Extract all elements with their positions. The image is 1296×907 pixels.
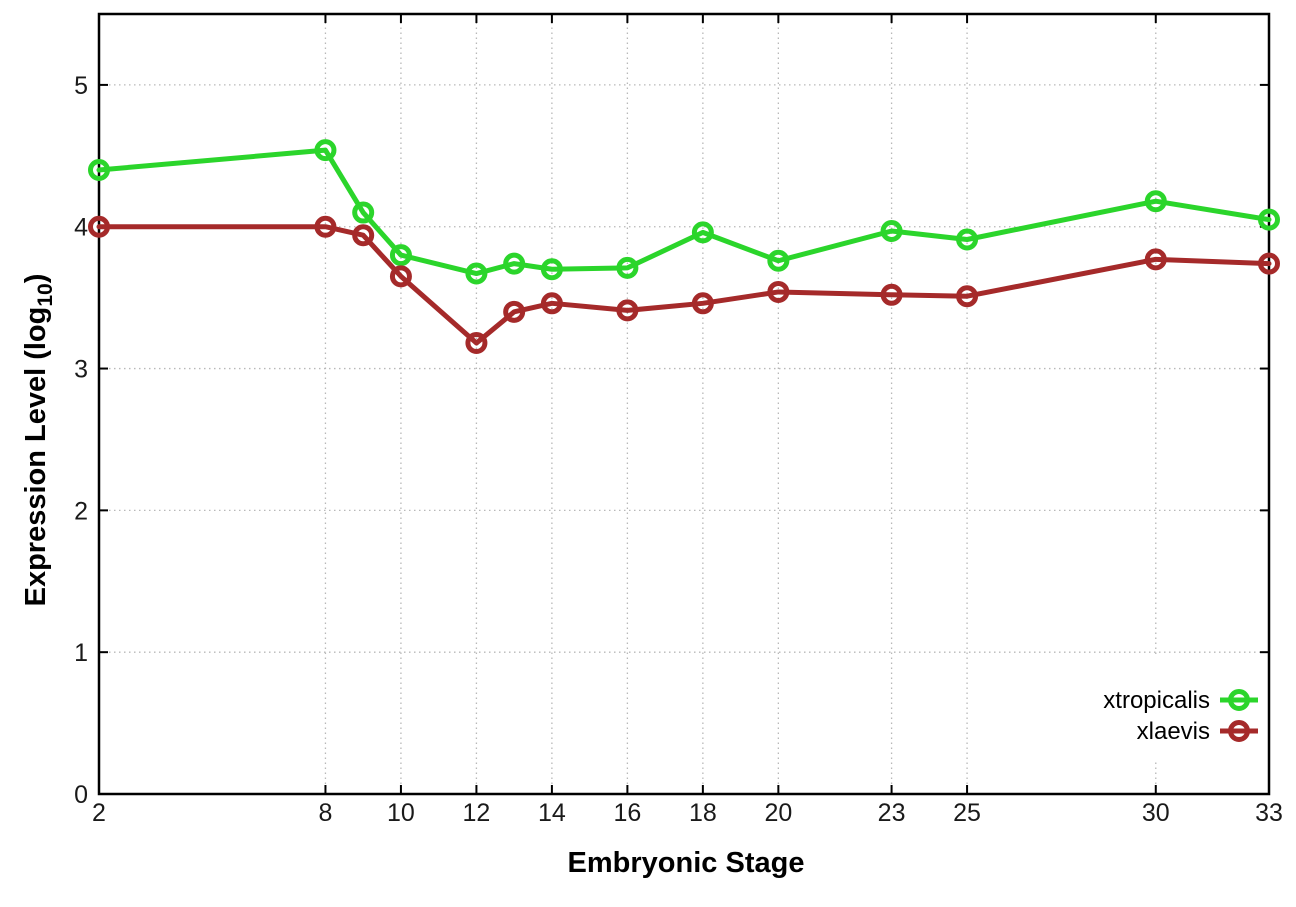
x-tick-label-18: 18 (689, 799, 717, 827)
plot-border (97, 12, 1271, 796)
x-tick-label-23: 23 (878, 799, 906, 827)
legend-label-xlaevis: xlaevis (1137, 718, 1210, 745)
x-tick-label-2: 2 (92, 799, 106, 827)
data-point-xlaevis-14 (540, 292, 563, 315)
x-tick-label-10: 10 (387, 799, 415, 827)
data-point-xlaevis-18 (691, 292, 714, 315)
y-axis-title-end: ) (20, 274, 52, 284)
data-point-xlaevis-9 (352, 224, 375, 247)
data-point-xlaevis-20 (767, 280, 790, 303)
x-tick-label-16: 16 (613, 799, 641, 827)
legend-marker-xtropicalis (1228, 689, 1250, 711)
x-tick-label-30: 30 (1142, 799, 1170, 827)
y-tick-label-3: 3 (74, 356, 88, 384)
data-point-xtropicalis-8 (314, 139, 337, 162)
x-tick-label-20: 20 (764, 799, 792, 827)
data-point-xtropicalis-23 (880, 219, 903, 242)
y-tick-label-2: 2 (74, 497, 88, 525)
y-axis-title-main: Expression Level (log (20, 307, 52, 607)
x-tick-label-12: 12 (463, 799, 491, 827)
legend: xtropicalis xlaevis (1103, 687, 1258, 745)
data-point-xlaevis-16 (616, 299, 639, 322)
series-xtropicalis (88, 139, 1280, 285)
data-point-xlaevis-8 (314, 215, 337, 238)
legend-label-xtropicalis: xtropicalis (1103, 687, 1210, 714)
series-line-xlaevis (96, 224, 1272, 346)
data-point-xlaevis-33 (1258, 252, 1280, 275)
data-point-xlaevis-12 (465, 332, 488, 355)
x-tick-label-8: 8 (318, 799, 332, 827)
data-point-xlaevis-23 (880, 283, 903, 306)
gridlines (99, 14, 1269, 794)
series-xlaevis (88, 215, 1280, 355)
y-tick-label-0: 0 (74, 781, 88, 809)
data-point-xtropicalis-9 (352, 201, 375, 224)
data-point-xtropicalis-20 (767, 249, 790, 272)
data-point-xtropicalis-33 (1258, 208, 1280, 231)
data-point-xlaevis-30 (1144, 248, 1167, 271)
data-point-xtropicalis-18 (691, 221, 714, 244)
y-axis-title-subscript: 10 (34, 283, 57, 306)
data-point-xtropicalis-2 (88, 159, 110, 181)
data-point-xlaevis-13 (503, 300, 526, 323)
series-line-xtropicalis (96, 147, 1272, 277)
data-point-xtropicalis-25 (956, 228, 979, 251)
data-point-xtropicalis-16 (616, 256, 639, 279)
data-point-xlaevis-2 (88, 215, 110, 238)
y-tick-label-1: 1 (74, 639, 88, 667)
data-point-xlaevis-25 (956, 285, 979, 308)
data-point-xtropicalis-10 (389, 244, 412, 267)
y-tick-label-4: 4 (74, 214, 88, 242)
x-tick-label-14: 14 (538, 799, 566, 827)
x-tick-label-25: 25 (953, 799, 981, 827)
data-point-xtropicalis-13 (503, 252, 526, 275)
y-axis-title: Expression Level (log10) (20, 274, 57, 607)
x-tick-label-33: 33 (1255, 799, 1283, 827)
x-axis-title: Embryonic Stage (568, 847, 805, 879)
data-point-xlaevis-10 (389, 265, 412, 288)
y-tick-label-5: 5 (74, 72, 88, 100)
legend-marker-xlaevis (1228, 720, 1250, 742)
data-point-xtropicalis-14 (540, 258, 563, 281)
data-point-xtropicalis-30 (1144, 190, 1167, 213)
data-point-xtropicalis-12 (465, 262, 488, 285)
